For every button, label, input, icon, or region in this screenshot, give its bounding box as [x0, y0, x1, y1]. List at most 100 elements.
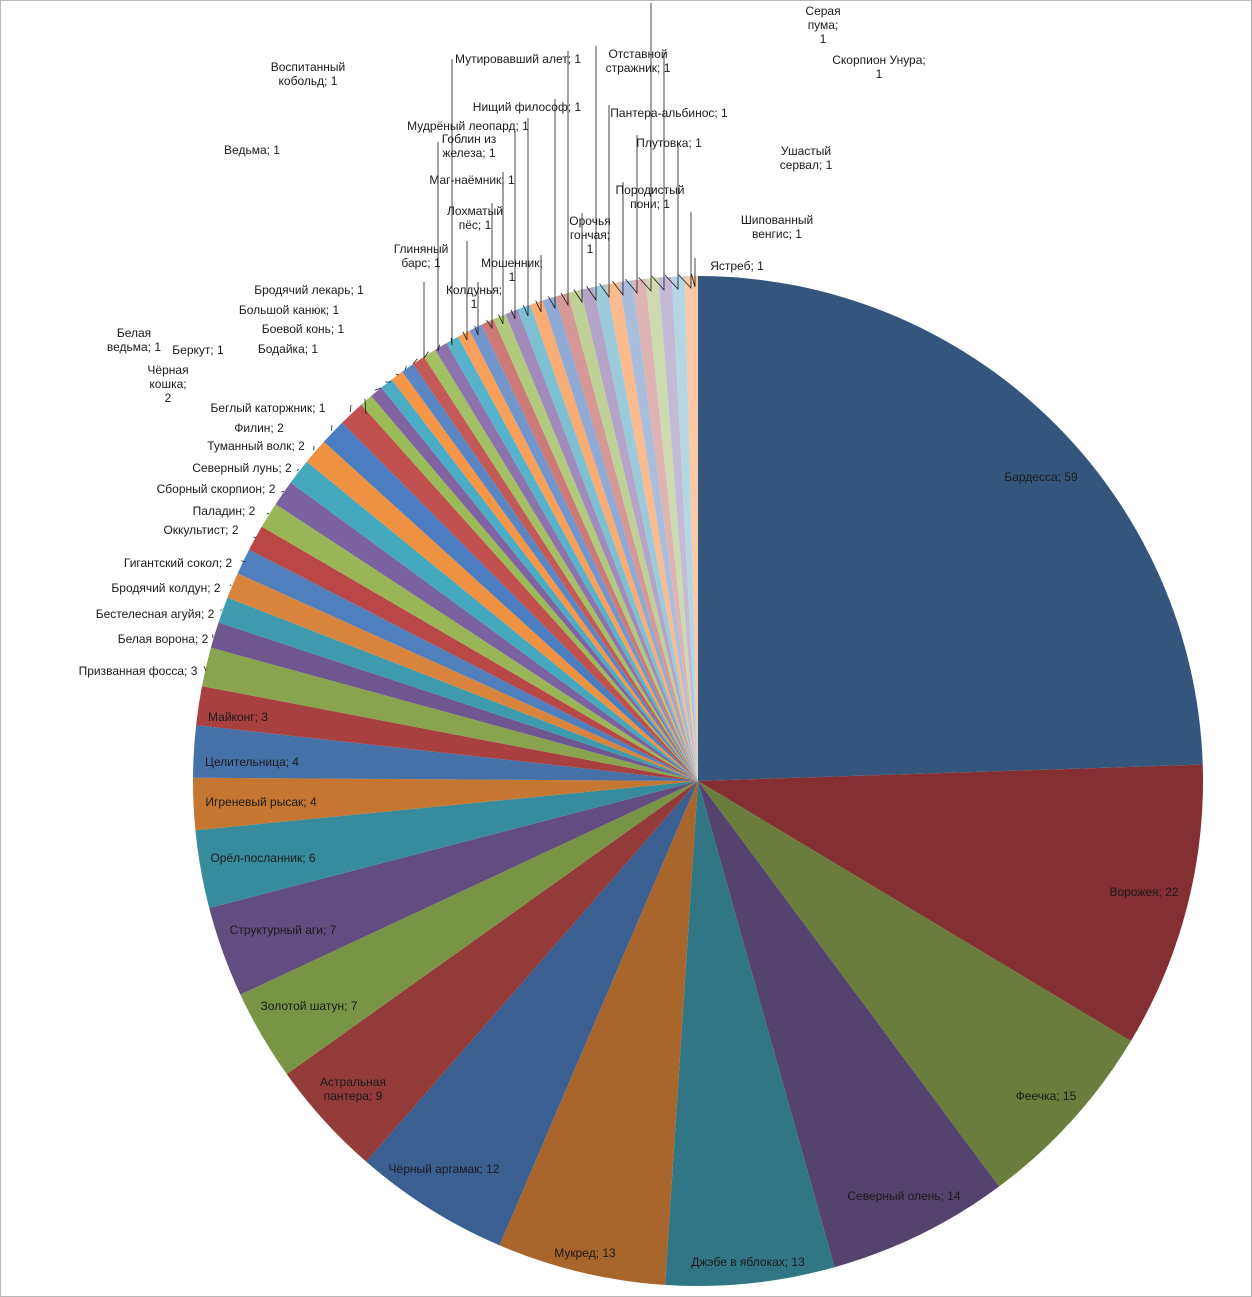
leader-line: [253, 536, 257, 539]
pie-slice: [193, 725, 698, 781]
slice-data-label: Игреневый рысак; 4: [205, 795, 317, 809]
slice-data-label: Глиняный барс; 1: [394, 242, 449, 270]
pie-slice: [505, 309, 698, 781]
slice-data-label: Феечка; 15: [1016, 1089, 1077, 1103]
leader-line: [281, 490, 285, 493]
leader-line: [266, 512, 270, 515]
pie-slice: [286, 781, 698, 1162]
slice-data-label: Гигантский сокол; 2: [124, 556, 233, 570]
pie-slice: [192, 777, 698, 831]
leader-line: [625, 135, 638, 295]
pie-slice: [381, 379, 698, 781]
pie-slice: [275, 482, 698, 781]
slice-data-label: Нищий философ; 1: [473, 100, 582, 114]
slice-data-label: Серая пума; 1: [805, 4, 840, 46]
leader-line: [547, 99, 556, 310]
pie-slice: [698, 781, 1000, 1268]
pie-slice: [593, 284, 698, 781]
slice-data-label: Ушастый сервал; 1: [780, 144, 833, 172]
pie-slice: [290, 461, 698, 781]
leader-line: [677, 212, 692, 290]
slice-data-label: Маг-наёмник; 1: [429, 173, 515, 187]
slice-data-label: Северный олень; 14: [847, 1189, 961, 1203]
slice-data-label: Филин; 2: [234, 421, 284, 435]
leader-line: [664, 143, 679, 291]
leader-line: [498, 172, 504, 325]
pie-slice: [361, 396, 698, 781]
pie-slice: [342, 404, 698, 781]
pie-slice: [391, 371, 698, 781]
slice-data-label: Структурный аги; 7: [230, 923, 337, 937]
pie-slice: [306, 441, 698, 781]
slice-data-label: Боевой конь; 1: [262, 322, 345, 336]
slice-data-label: Беркут; 1: [172, 343, 224, 357]
leader-line: [486, 203, 493, 330]
leader-line: [510, 131, 516, 320]
data-labels: Бардесса; 59 Ворожея; 22 Феечка; 15 Северны…: [79, 4, 1179, 1269]
pie-slice: [517, 304, 698, 781]
slice-data-label: Бестелесная агуйя; 2: [96, 607, 215, 621]
slice-data-label: Плутовка; 1: [636, 136, 702, 150]
pie-slice: [606, 282, 698, 781]
leader-line: [586, 46, 597, 302]
pie-slice: [457, 330, 698, 781]
slice-data-label: Отставной стражник; 1: [606, 47, 671, 75]
pie-slice: [493, 314, 698, 781]
pie-slice: [469, 324, 698, 781]
pie-slice: [323, 422, 698, 781]
slice-data-label: Пантера-альбинос; 1: [610, 106, 728, 120]
slice-data-label: Джэбе в яблоках; 13: [691, 1255, 805, 1269]
slice-data-label: Большой канюк; 1: [239, 303, 340, 317]
pie-slice: [209, 781, 699, 995]
slice-data-label: Беглый каторжник; 1: [211, 401, 326, 415]
pie-slice: [671, 276, 698, 781]
slice-data-label: Гоблин из железа; 1: [442, 132, 497, 160]
pie-slice: [366, 781, 698, 1246]
pie-slice: [499, 781, 698, 1285]
leader-line: [573, 213, 583, 304]
leader-line: [437, 142, 441, 352]
slice-data-label: Белая ведьма; 1: [107, 326, 161, 354]
leader-line: [691, 258, 696, 288]
leader-line: [522, 118, 529, 317]
leader-line: [331, 424, 333, 431]
leader-line: [412, 358, 418, 365]
pie-slice: [555, 293, 698, 781]
slice-data-label: Паладин; 2: [193, 504, 256, 518]
pie-slice: [619, 280, 698, 781]
slice-data-label: Золотой шатун; 7: [261, 999, 358, 1013]
pie-slice: [580, 286, 698, 781]
pie-slice: [218, 597, 699, 781]
slice-data-label: Скорпион Унура; 1: [832, 53, 926, 81]
leader-lines: [203, 3, 696, 672]
slice-data-label: Чёрная кошка; 2: [147, 363, 188, 405]
slice-data-label: Орёл-посланник; 6: [210, 851, 315, 865]
leader-line: [535, 255, 542, 313]
pie-slice: [435, 343, 698, 781]
slice-data-label: Бродячий колдун; 2: [111, 581, 221, 595]
leader-line: [612, 182, 624, 297]
leader-line: [450, 59, 453, 346]
pie-slices: [192, 275, 1203, 1287]
pie-slice: [210, 622, 699, 781]
pie-slice: [698, 781, 1131, 1187]
leader-line: [404, 366, 407, 371]
pie-slice: [227, 573, 698, 781]
pie-slice: [698, 276, 1203, 781]
leader-line: [241, 560, 246, 563]
leader-line: [599, 105, 610, 299]
pie-slice: [196, 686, 698, 781]
pie-slice: [542, 296, 698, 781]
slice-data-label: Чёрный аргамак; 12: [389, 1162, 500, 1176]
pie-slice: [249, 526, 698, 781]
slice-data-label: Ястреб; 1: [710, 259, 764, 273]
leader-line: [374, 387, 382, 391]
pie-slice: [402, 364, 698, 781]
slice-data-label: Колдунья; 1: [446, 283, 502, 311]
pie-slice: [240, 781, 698, 1075]
pie-slice: [632, 278, 698, 781]
leader-line: [638, 3, 652, 293]
leader-line: [560, 51, 569, 307]
leader-line: [296, 468, 300, 472]
